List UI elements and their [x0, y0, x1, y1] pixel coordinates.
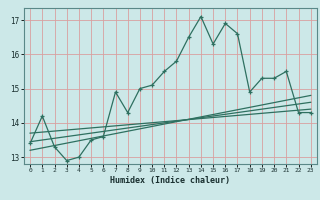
X-axis label: Humidex (Indice chaleur): Humidex (Indice chaleur): [110, 176, 230, 185]
